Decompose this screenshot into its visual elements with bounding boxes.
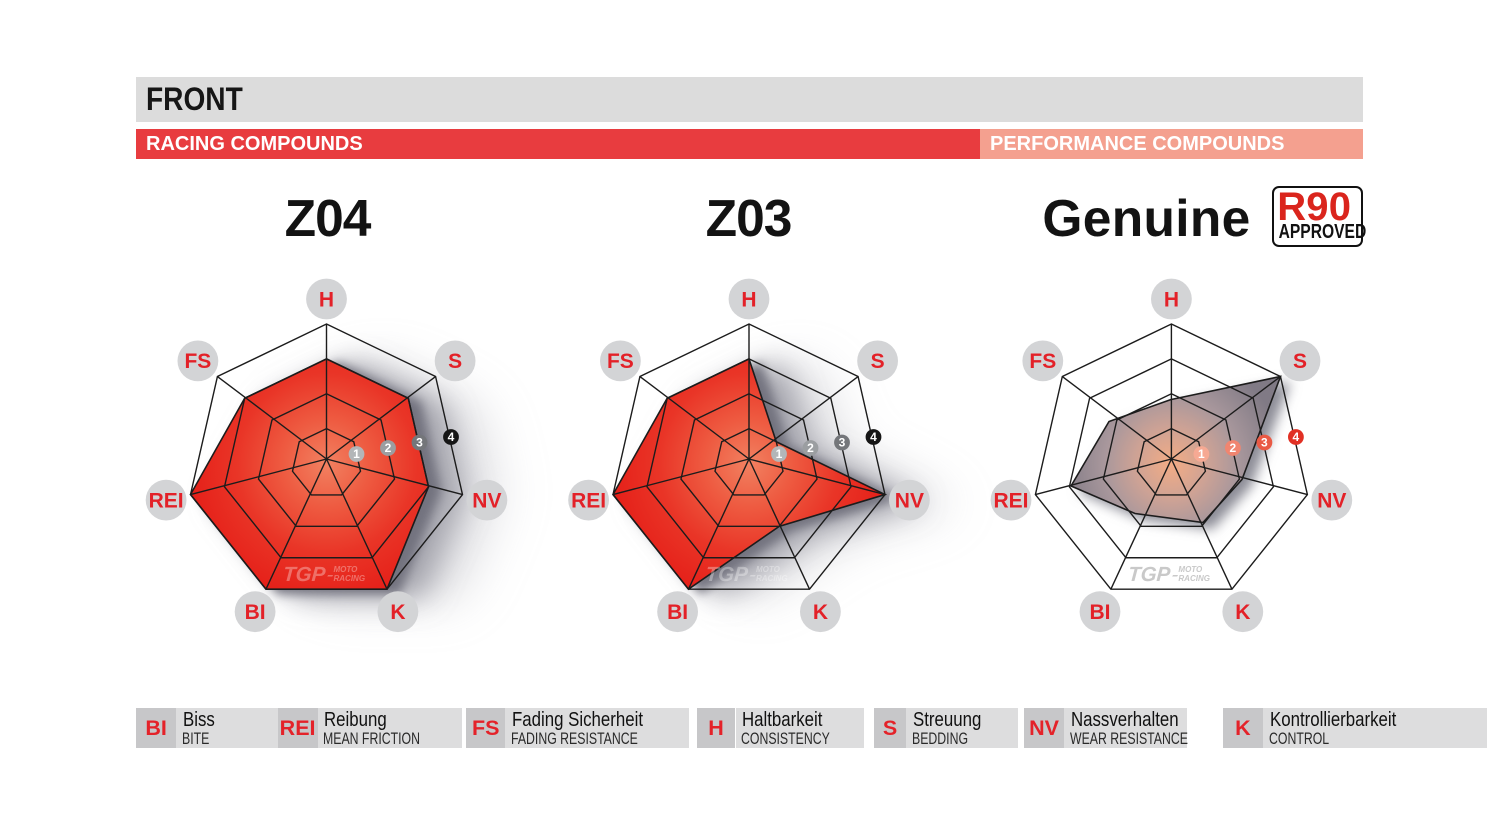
svg-text:H: H [1164, 288, 1179, 311]
svg-text:MOTO: MOTO [334, 565, 359, 574]
svg-text:RACING: RACING [1178, 574, 1210, 583]
svg-text:MOTO: MOTO [756, 565, 781, 574]
svg-text:BI: BI [245, 601, 266, 624]
svg-text:RACING: RACING [334, 574, 366, 583]
svg-text:FS: FS [1029, 350, 1056, 373]
svg-text:NV: NV [1317, 489, 1346, 512]
svg-text:FS: FS [607, 350, 634, 373]
svg-text:K: K [813, 601, 828, 624]
svg-text:2: 2 [1230, 441, 1237, 455]
svg-text:1: 1 [353, 447, 360, 461]
svg-text:S: S [448, 350, 462, 373]
svg-text:MOTO: MOTO [1178, 565, 1203, 574]
svg-text:TGP: TGP [282, 563, 326, 586]
svg-text:TGP: TGP [705, 563, 749, 586]
svg-text:FS: FS [184, 350, 211, 373]
svg-text:BI: BI [1090, 601, 1111, 624]
svg-text:1: 1 [776, 447, 783, 461]
svg-text:4: 4 [1293, 430, 1300, 444]
svg-text:3: 3 [1261, 436, 1268, 450]
svg-text:RACING: RACING [756, 574, 788, 583]
svg-text:3: 3 [416, 436, 423, 450]
svg-text:K: K [390, 601, 405, 624]
svg-text:2: 2 [807, 441, 814, 455]
svg-text:H: H [319, 288, 334, 311]
svg-text:NV: NV [472, 489, 501, 512]
svg-text:NV: NV [895, 489, 924, 512]
svg-text:REI: REI [571, 489, 606, 512]
svg-text:H: H [741, 288, 756, 311]
svg-text:3: 3 [839, 436, 846, 450]
svg-text:2: 2 [385, 441, 392, 455]
svg-text:K: K [1235, 601, 1250, 624]
svg-text:S: S [871, 350, 885, 373]
svg-text:TGP: TGP [1127, 563, 1171, 586]
svg-text:BI: BI [667, 601, 688, 624]
svg-text:4: 4 [870, 430, 877, 444]
svg-text:4: 4 [448, 430, 455, 444]
svg-text:REI: REI [993, 489, 1028, 512]
svg-text:REI: REI [149, 489, 184, 512]
svg-text:S: S [1293, 350, 1307, 373]
svg-text:1: 1 [1198, 447, 1205, 461]
